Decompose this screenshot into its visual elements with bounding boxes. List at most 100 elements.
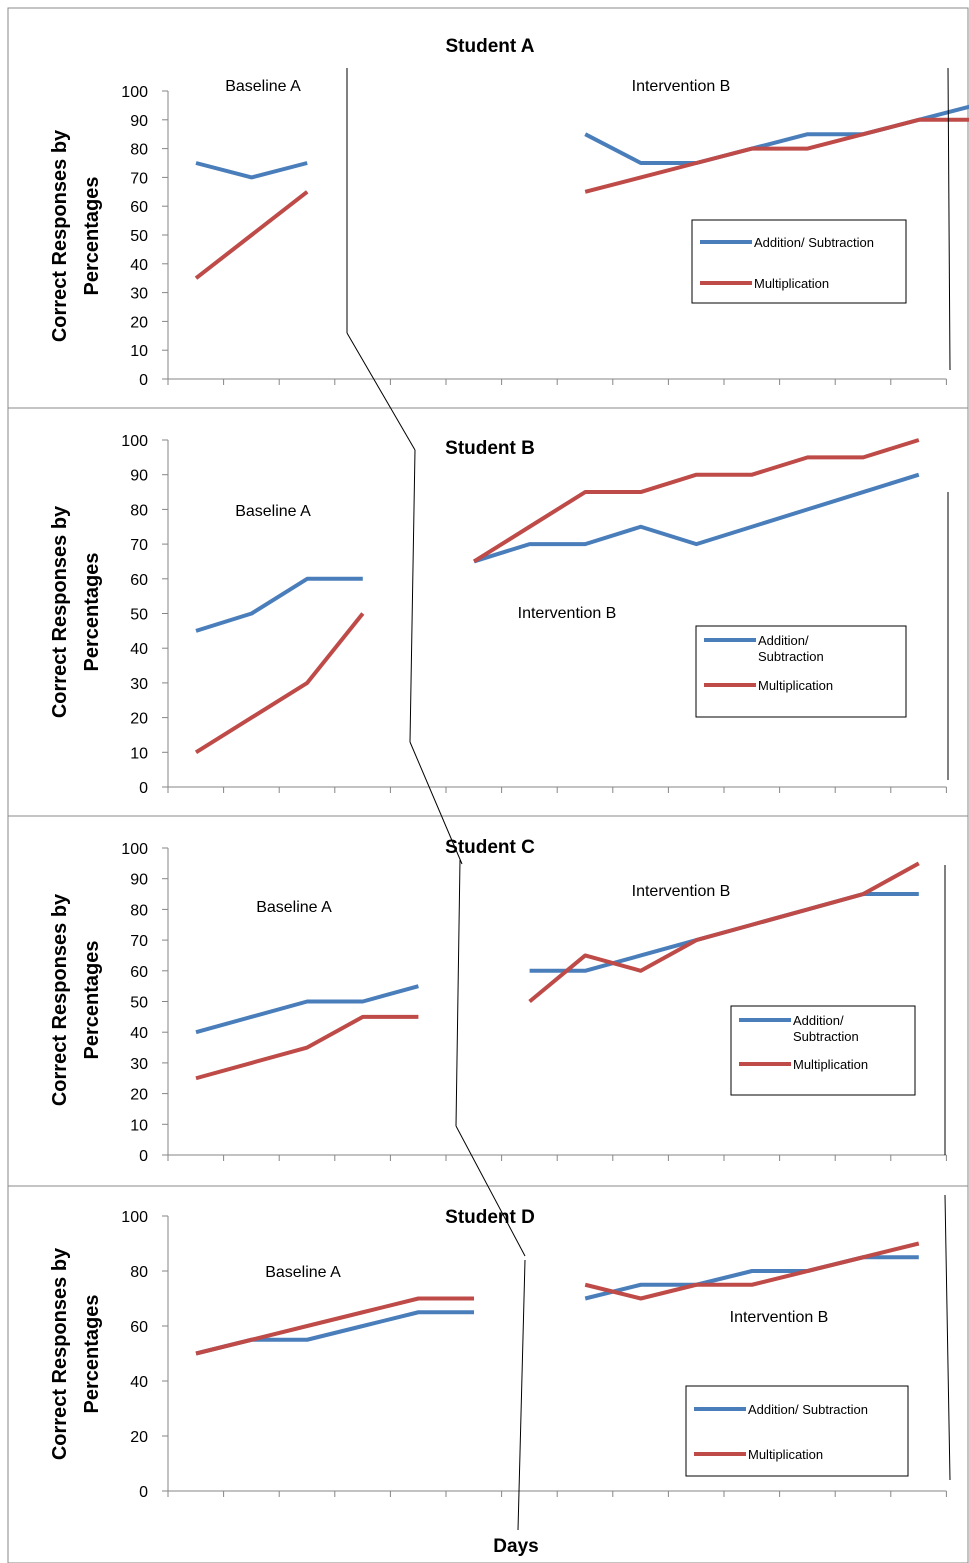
y-tick-label: 20 bbox=[130, 314, 148, 331]
phase-label-baseline: Baseline A bbox=[235, 503, 311, 520]
series-addition-subtraction-intervention bbox=[584, 104, 969, 165]
y-tick-label: 20 bbox=[130, 1087, 148, 1104]
phase-end-line bbox=[944, 1194, 951, 1481]
y-tick-label: 60 bbox=[130, 572, 148, 589]
phase-change-line bbox=[346, 332, 416, 451]
panel-student-a: 0 10 20 30 40 50 60 70 80 90 100 Correct Responses … bbox=[7, 7, 969, 409]
series-multiplication-baseline bbox=[195, 1296, 474, 1356]
series-multiplication-baseline bbox=[194, 612, 365, 754]
y-tick-label: 30 bbox=[130, 286, 148, 303]
y-axis-label: Correct Responses by bbox=[49, 129, 71, 342]
y-tick-label: 20 bbox=[130, 711, 148, 728]
legend-box bbox=[685, 1385, 909, 1477]
legend-box bbox=[691, 219, 907, 304]
y-tick-label: 0 bbox=[139, 780, 148, 797]
phase-label-baseline: Baseline A bbox=[256, 899, 332, 916]
series-addition-subtraction-baseline bbox=[195, 161, 308, 180]
legend-label-addition-subtraction: Addition/ bbox=[793, 1013, 844, 1028]
phase-change-line bbox=[455, 1125, 526, 1257]
y-tick-label: 80 bbox=[130, 502, 148, 519]
phase-change-line bbox=[455, 859, 461, 1127]
y-tick-label: 60 bbox=[130, 1319, 148, 1336]
y-tick-label: 60 bbox=[130, 199, 148, 216]
series-addition-subtraction-baseline bbox=[195, 576, 363, 633]
legend-label-multiplication: Multiplication bbox=[758, 678, 833, 693]
legend-label-addition-subtraction: Subtraction bbox=[758, 649, 824, 664]
y-tick-label: 0 bbox=[139, 1148, 148, 1165]
legend-label-addition-subtraction: Addition/ bbox=[758, 633, 809, 648]
y-tick-label: 100 bbox=[121, 84, 148, 101]
legend-label-addition-subtraction: Subtraction bbox=[793, 1029, 859, 1044]
y-tick-label: 80 bbox=[130, 902, 148, 919]
series-multiplication-intervention bbox=[528, 861, 920, 1004]
panel-student-b: 0 10 20 30 40 50 60 70 80 90 100 Correct Responses … bbox=[7, 407, 969, 817]
legend-label-multiplication: Multiplication bbox=[793, 1057, 868, 1072]
series-multiplication-intervention bbox=[584, 117, 969, 194]
phase-change-line bbox=[517, 1259, 526, 1531]
y-tick-label: 70 bbox=[130, 933, 148, 950]
y-tick-label: 50 bbox=[130, 228, 148, 245]
y-tick-label: 0 bbox=[139, 372, 148, 389]
panel-frame bbox=[7, 1185, 969, 1563]
y-tick-label: 80 bbox=[130, 1264, 148, 1281]
y-tick-label: 100 bbox=[121, 841, 148, 858]
phase-change-line bbox=[409, 449, 416, 743]
y-tick-label: 40 bbox=[130, 257, 148, 274]
y-tick-label: 80 bbox=[130, 142, 148, 159]
y-tick-label: 20 bbox=[130, 1429, 148, 1446]
chart-title: Student A bbox=[445, 36, 534, 57]
y-tick-label: 70 bbox=[130, 537, 148, 554]
y-tick-label: 30 bbox=[130, 1056, 148, 1073]
series-multiplication-baseline bbox=[194, 190, 309, 280]
y-tick-label: 100 bbox=[121, 433, 148, 450]
legend-label-multiplication: Multiplication bbox=[754, 276, 829, 291]
y-axis-label: Percentages bbox=[81, 1295, 103, 1414]
phase-label-intervention: Intervention B bbox=[730, 1309, 829, 1326]
legend-label-addition-subtraction: Addition/ Subtraction bbox=[748, 1402, 868, 1417]
y-tick-label: 60 bbox=[130, 964, 148, 981]
legend-label-addition-subtraction: Addition/ Subtraction bbox=[754, 235, 874, 250]
phase-label-baseline: Baseline A bbox=[265, 1264, 341, 1281]
panel-frame bbox=[7, 7, 969, 409]
phase-label-baseline: Baseline A bbox=[225, 78, 301, 95]
y-tick-label: 50 bbox=[130, 995, 148, 1012]
y-tick-label: 40 bbox=[130, 641, 148, 658]
panel-student-d: 0 20 40 60 80 100 Correct Responses by Percenta… bbox=[7, 1185, 969, 1563]
y-tick-label: 40 bbox=[130, 1025, 148, 1042]
phase-end-line bbox=[947, 67, 951, 371]
y-axis-label: Percentages bbox=[81, 177, 103, 296]
phase-label-intervention: Intervention B bbox=[632, 883, 731, 900]
y-tick-label: 90 bbox=[130, 872, 148, 889]
panel-frame bbox=[7, 407, 969, 817]
series-addition-subtraction-baseline bbox=[195, 984, 419, 1035]
y-tick-label: 30 bbox=[130, 676, 148, 693]
y-tick-label: 70 bbox=[130, 170, 148, 187]
phase-change-line bbox=[409, 741, 463, 865]
y-axis-label: Correct Responses by bbox=[49, 505, 71, 718]
y-tick-label: 50 bbox=[130, 607, 148, 624]
chart-title: Student B bbox=[445, 438, 535, 459]
chart-title: Student D bbox=[445, 1207, 535, 1228]
y-tick-label: 90 bbox=[130, 468, 148, 485]
y-axis-label: Correct Responses by bbox=[49, 893, 71, 1106]
chart-title: Student C bbox=[445, 837, 535, 858]
y-tick-label: 10 bbox=[130, 745, 148, 762]
y-tick-label: 100 bbox=[121, 1209, 148, 1226]
y-tick-label: 40 bbox=[130, 1374, 148, 1391]
series-addition-subtraction-intervention bbox=[473, 472, 920, 564]
panel-frame bbox=[7, 815, 969, 1187]
y-axis-label: Percentages bbox=[81, 941, 103, 1060]
y-tick-label: 90 bbox=[130, 113, 148, 130]
phase-label-intervention: Intervention B bbox=[518, 605, 617, 622]
series-multiplication-intervention bbox=[472, 438, 920, 564]
y-tick-label: 0 bbox=[139, 1484, 148, 1501]
series-multiplication-baseline bbox=[195, 1014, 419, 1081]
y-axis-label: Correct Responses by bbox=[49, 1247, 71, 1460]
panel-student-c: 0 10 20 30 40 50 60 70 80 90 100 Correct Responses … bbox=[7, 815, 969, 1187]
y-tick-label: 10 bbox=[130, 1117, 148, 1134]
y-tick-label: 10 bbox=[130, 343, 148, 360]
x-axis-label: Days bbox=[493, 1536, 538, 1557]
legend-label-multiplication: Multiplication bbox=[748, 1447, 823, 1462]
